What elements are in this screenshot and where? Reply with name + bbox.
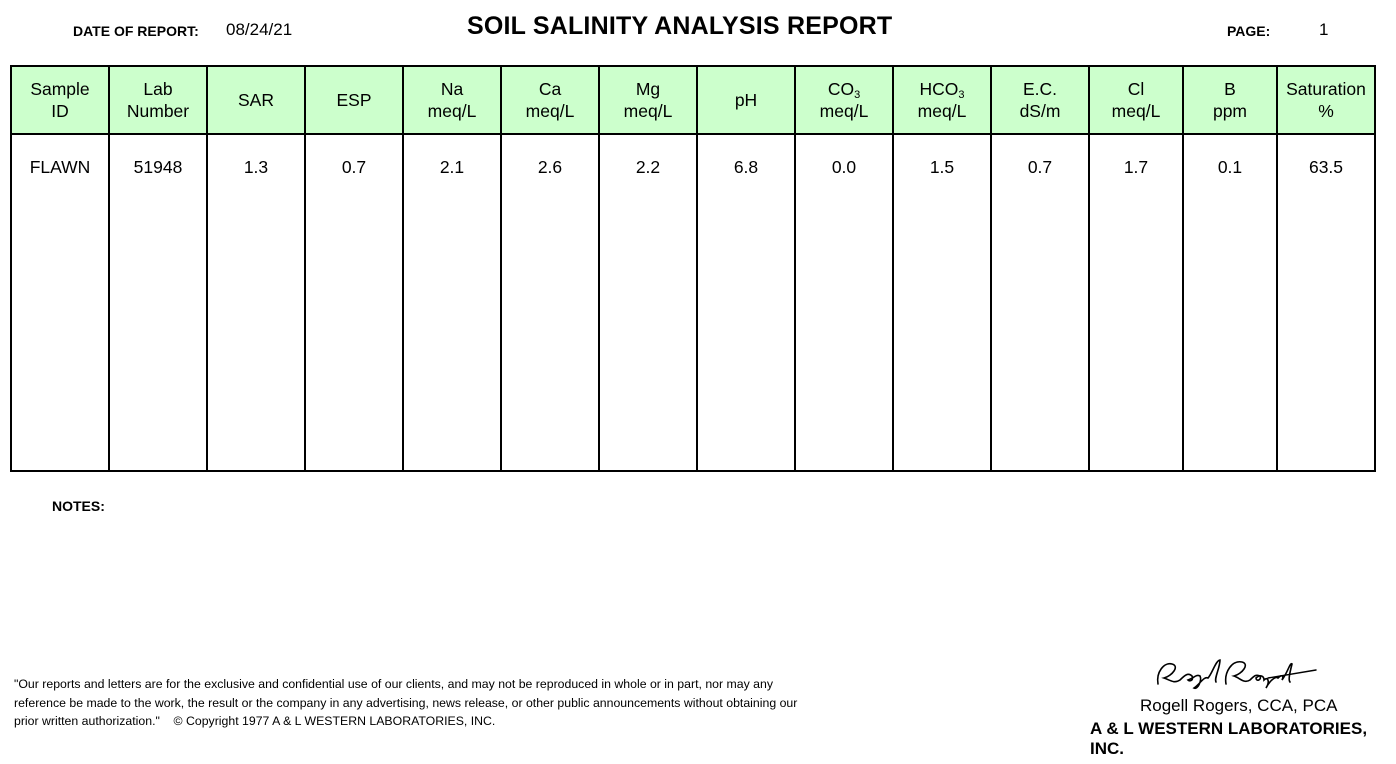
column-header-subscript: 3 — [854, 89, 861, 101]
column-header: E.C. dS/m — [990, 65, 1090, 135]
column-header-subscript: 3 — [958, 89, 965, 101]
column-header-label: Mg — [600, 78, 696, 100]
table-cell: 6.8 — [696, 133, 796, 472]
column-header: Lab Number — [108, 65, 208, 135]
column-header-text: CO — [827, 79, 855, 99]
column-header-label: Na — [404, 78, 500, 100]
signer-name: Rogell Rogers, CCA, PCA — [1140, 696, 1338, 715]
column-header: Na meq/L — [402, 65, 502, 135]
disclaimer-line: reference be made to the work, the resul… — [14, 695, 798, 710]
column-header-text: SAR — [238, 90, 274, 110]
column-header-text: Ca — [538, 79, 562, 99]
table-cell: 0.1 — [1182, 133, 1278, 472]
column-header-unit: meq/L — [525, 101, 575, 121]
page-number: 1 — [1319, 20, 1329, 39]
column-header-text: Na — [440, 79, 464, 99]
column-header-label: E.C. — [992, 78, 1088, 100]
table-cell: 2.6 — [500, 133, 600, 472]
table-cell: 51948 — [108, 133, 208, 472]
disclaimer-line: prior written authorization." © Copyrigh… — [14, 714, 496, 728]
column-header-unit: meq/L — [623, 101, 673, 121]
column-header-unit: Number — [126, 101, 190, 121]
column-header-text: Lab — [143, 79, 173, 99]
report-title: SOIL SALINITY ANALYSIS REPORT — [467, 12, 893, 40]
table-header-row: Sample ID Lab Number SAR ESP Na meq/L Ca meq/L Mg m… — [10, 65, 1376, 135]
column-header-label: Sample — [12, 78, 108, 100]
table-cell: 63.5 — [1276, 133, 1376, 472]
table-cell: 1.5 — [892, 133, 992, 472]
column-header-unit: meq/L — [917, 101, 967, 121]
column-header-label: Cl — [1090, 78, 1182, 100]
date-of-report-label: DATE OF REPORT: — [73, 23, 199, 39]
column-header-text: Saturation — [1286, 79, 1366, 99]
column-header-label: Saturation — [1278, 78, 1374, 100]
notes-label: NOTES: — [52, 498, 105, 514]
column-header: HCO3 meq/L — [892, 65, 992, 135]
column-header-label: Ca — [502, 78, 598, 100]
column-header-label: ESP — [306, 89, 402, 111]
table-cell: 1.7 — [1088, 133, 1184, 472]
column-header: Sample ID — [10, 65, 110, 135]
column-header: Ca meq/L — [500, 65, 600, 135]
salinity-results-table: Sample ID Lab Number SAR ESP Na meq/L Ca meq/L Mg m… — [10, 65, 1376, 472]
column-header: CO3 meq/L — [794, 65, 894, 135]
column-header-unit: meq/L — [819, 101, 869, 121]
column-header: pH — [696, 65, 796, 135]
column-header-label: pH — [698, 89, 794, 111]
column-header: Saturation% — [1276, 65, 1376, 135]
column-header-unit: % — [1318, 101, 1334, 121]
table-cell: 2.2 — [598, 133, 698, 472]
column-header-unit: meq/L — [1111, 101, 1161, 121]
column-header-unit: ppm — [1212, 101, 1248, 121]
column-header-label: B — [1184, 78, 1276, 100]
table-cell: 2.1 — [402, 133, 502, 472]
column-header-text: E.C. — [1022, 79, 1058, 99]
confidentiality-disclaimer: "Our reports and letters are for the exc… — [14, 675, 804, 731]
table-cell: 0.0 — [794, 133, 894, 472]
column-header: Cl meq/L — [1088, 65, 1184, 135]
column-header-unit: dS/m — [1019, 101, 1061, 121]
column-header-label: HCO3 — [894, 78, 990, 101]
company-name: A & L WESTERN LABORATORIES, INC. — [1090, 719, 1368, 758]
column-header-text: Sample — [30, 79, 90, 99]
column-header-text: Mg — [635, 79, 661, 99]
column-header-unit: ID — [51, 101, 69, 121]
handwritten-signature — [1150, 654, 1320, 699]
column-header-text: ESP — [336, 90, 372, 110]
column-header-label: CO3 — [796, 78, 892, 101]
table-cell: 0.7 — [304, 133, 404, 472]
column-header-text: pH — [734, 90, 758, 110]
table-cell: FLAWN — [10, 133, 110, 472]
column-header: ESP — [304, 65, 404, 135]
column-header: SAR — [206, 65, 306, 135]
table-cell: 0.7 — [990, 133, 1090, 472]
column-header-label: Lab — [110, 78, 206, 100]
table-cell: 1.3 — [206, 133, 306, 472]
disclaimer-line: "Our reports and letters are for the exc… — [14, 677, 773, 691]
table-row: FLAWN 51948 1.3 0.7 2.1 2.6 2.2 6.8 0.0 1.5 0.7 1.7… — [10, 133, 1376, 472]
date-of-report-value: 08/24/21 — [226, 20, 293, 39]
column-header-label: SAR — [208, 89, 304, 111]
column-header: Mg meq/L — [598, 65, 698, 135]
column-header-text: HCO — [919, 79, 959, 99]
page-label: PAGE: — [1227, 23, 1271, 39]
column-header-text: Cl — [1127, 79, 1145, 99]
column-header-unit: meq/L — [427, 101, 477, 121]
column-header-text: B — [1224, 79, 1236, 99]
